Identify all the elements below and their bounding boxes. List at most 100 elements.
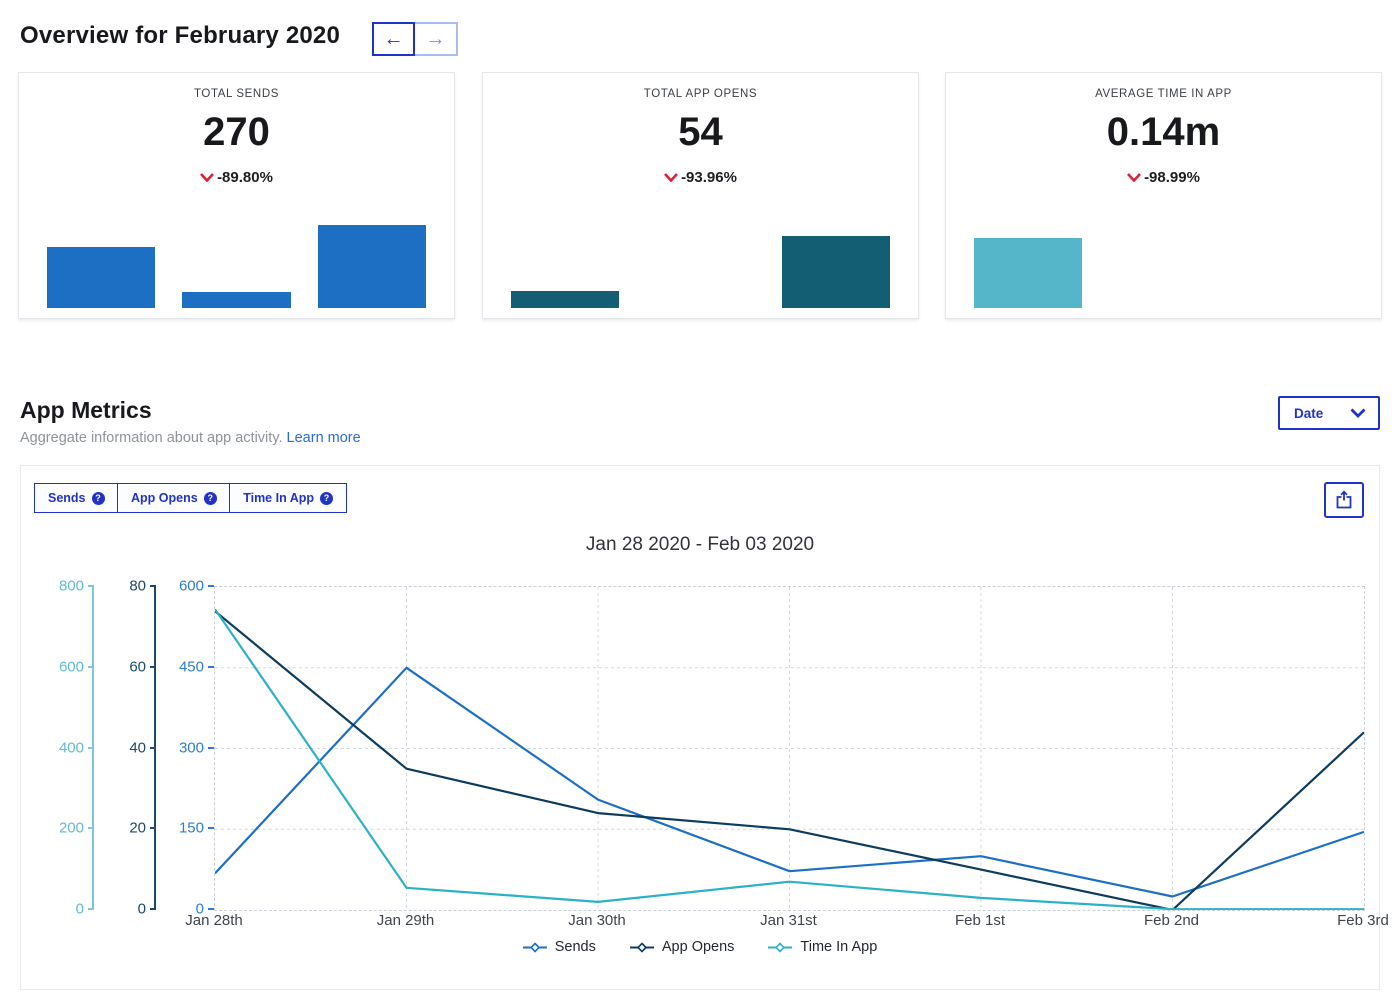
previous-month-button[interactable]: ←	[372, 22, 415, 56]
legend-item-app-opens[interactable]: App Opens	[629, 939, 735, 955]
y-tick-label: 600	[178, 577, 204, 595]
share-icon	[1336, 490, 1352, 509]
line-chart-plot-area	[214, 586, 1365, 911]
y-tick-label: 800	[58, 577, 84, 595]
y-tick-mark	[150, 827, 156, 830]
mini-bar-slot	[974, 216, 1083, 308]
legend-label: App Opens	[661, 939, 735, 955]
legend-item-time-in-app[interactable]: Time In App	[768, 939, 877, 955]
delta-down-icon	[664, 173, 679, 182]
y-tick-label: 0	[195, 900, 204, 918]
mini-bar	[182, 292, 291, 308]
mini-bar-slot	[511, 216, 620, 308]
y-axis-app-opens: 80 60 40 20 0	[107, 578, 156, 918]
y-tick-mark	[208, 665, 214, 668]
section-subtitle-text: Aggregate information about app activity…	[20, 430, 283, 446]
y-tick-mark	[150, 665, 156, 668]
mini-bar	[781, 236, 890, 308]
chart-legend: Sends App Opens Time In App	[21, 939, 1379, 955]
tab-label: App Opens	[131, 491, 198, 505]
y-tick-mark	[208, 746, 214, 749]
tab-label: Time In App	[243, 491, 315, 505]
x-tick-label: Feb 1st	[954, 912, 1006, 929]
next-month-button[interactable]: →	[415, 22, 458, 56]
y-axis-time-in-app: 800 600 400 200 0	[39, 578, 94, 918]
export-button[interactable]	[1324, 482, 1364, 518]
tab-sends[interactable]: Sends ?	[34, 483, 119, 513]
date-dropdown-label: Date	[1294, 405, 1324, 421]
mini-bar	[511, 291, 620, 308]
mini-bar	[47, 247, 156, 308]
mini-bar-slot	[646, 216, 754, 308]
series-line-time-in-app	[215, 608, 1364, 910]
y-tick-label: 60	[129, 658, 146, 676]
page-title: Overview for February 2020	[20, 22, 341, 49]
legend-marker-icon	[522, 941, 547, 953]
card-label: AVERAGE TIME IN APP	[1095, 88, 1232, 100]
y-tick-label: 300	[178, 739, 204, 756]
y-tick-label: 450	[178, 658, 204, 676]
arrow-right-icon: →	[425, 28, 446, 50]
tab-app-opens[interactable]: App Opens ?	[117, 483, 231, 513]
card-delta: -89.80%	[19, 169, 454, 186]
legend-marker-icon	[629, 941, 654, 953]
y-tick-mark	[88, 665, 94, 668]
date-dropdown[interactable]: Date	[1278, 396, 1380, 430]
y-tick-mark	[88, 585, 94, 587]
mini-bar	[974, 238, 1083, 308]
mini-bar-slot	[781, 216, 890, 308]
x-tick-label: Feb 2nd	[1143, 912, 1200, 929]
help-icon[interactable]: ?	[91, 491, 105, 505]
mini-bar	[317, 225, 426, 308]
metric-tabs: Sends ? App Opens ? Time In App ?	[34, 483, 348, 513]
y-tick-mark	[208, 908, 214, 910]
y-tick-label: 150	[178, 819, 204, 837]
month-navigation: ← →	[372, 22, 458, 56]
learn-more-link[interactable]: Learn more	[286, 430, 361, 446]
app-metrics-panel: Sends ? App Opens ? Time In App ? Jan 28…	[20, 465, 1389, 990]
y-tick-label: 20	[129, 819, 146, 837]
x-tick-label: Jan 28th	[185, 912, 243, 929]
card-label: TOTAL SENDS	[194, 88, 279, 100]
mini-bar-chart	[511, 216, 890, 308]
y-tick-mark	[150, 746, 156, 749]
x-tick-label: Jan 29th	[376, 912, 435, 929]
delta-down-icon	[1127, 173, 1142, 182]
mini-bar-chart	[47, 216, 426, 308]
help-icon[interactable]: ?	[320, 491, 334, 505]
card-value: 54	[678, 110, 723, 154]
delta-value: -93.96%	[681, 169, 737, 186]
y-tick-label: 600	[58, 658, 84, 676]
x-tick-label: Feb 3rd	[1337, 912, 1389, 929]
card-delta: -98.99%	[946, 169, 1381, 186]
mini-bar-chart	[974, 216, 1353, 308]
tab-time-in-app[interactable]: Time In App ?	[229, 483, 348, 513]
delta-down-icon	[200, 173, 215, 182]
x-tick-label: Jan 30th	[568, 912, 626, 929]
y-tick-mark	[208, 585, 214, 587]
y-tick-mark	[88, 908, 94, 910]
legend-item-sends[interactable]: Sends	[522, 939, 596, 955]
mini-bar-slot	[1245, 216, 1353, 308]
tab-label: Sends	[48, 491, 86, 505]
help-icon[interactable]: ?	[203, 491, 217, 505]
mini-bar-slot	[1109, 216, 1217, 308]
mini-bar-slot	[317, 216, 426, 308]
legend-marker-icon	[768, 941, 793, 953]
card-value: 0.14m	[1106, 110, 1221, 154]
y-axis-sends: 600 450 300 150 0	[161, 578, 214, 918]
delta-value: -89.80%	[217, 169, 273, 186]
y-tick-label: 0	[137, 900, 146, 918]
chart-title: Jan 28 2020 - Feb 03 2020	[585, 534, 815, 555]
y-tick-label: 40	[129, 739, 146, 756]
y-tick-mark	[150, 585, 156, 587]
section-title: App Metrics	[20, 397, 152, 423]
card-total-sends: TOTAL SENDS 270 -89.80%	[18, 72, 455, 319]
y-tick-mark	[208, 827, 214, 830]
y-tick-label: 200	[58, 819, 84, 837]
card-total-app-opens: TOTAL APP OPENS 54 -93.96%	[482, 72, 919, 319]
arrow-left-icon: ←	[383, 28, 404, 50]
x-tick-label: Jan 31st	[760, 912, 817, 929]
delta-value: -98.99%	[1144, 169, 1200, 186]
